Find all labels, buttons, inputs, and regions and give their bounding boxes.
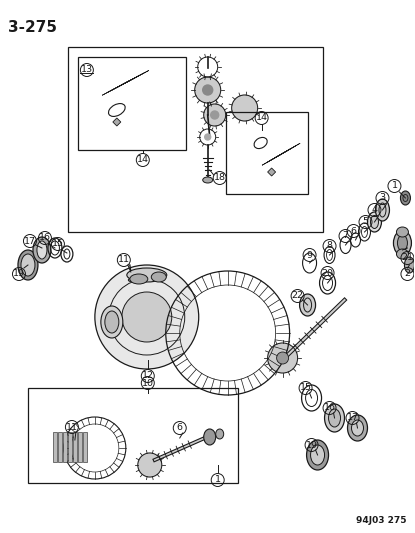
Text: 17: 17	[24, 237, 36, 246]
Text: 11: 11	[118, 255, 130, 264]
Ellipse shape	[310, 445, 325, 465]
Text: 13: 13	[81, 66, 93, 75]
Text: 14: 14	[137, 156, 149, 165]
Circle shape	[211, 111, 219, 119]
Ellipse shape	[398, 235, 408, 251]
Circle shape	[204, 104, 226, 126]
Ellipse shape	[203, 177, 213, 183]
Ellipse shape	[396, 227, 408, 237]
Text: 6: 6	[351, 227, 356, 236]
Text: 14: 14	[256, 114, 268, 123]
Ellipse shape	[101, 306, 123, 338]
Text: 15: 15	[300, 384, 312, 392]
Ellipse shape	[325, 404, 344, 432]
Text: 3-275: 3-275	[8, 20, 57, 35]
Polygon shape	[271, 146, 296, 160]
Polygon shape	[262, 151, 287, 165]
Ellipse shape	[204, 429, 216, 445]
Text: 15: 15	[52, 239, 64, 248]
Polygon shape	[113, 118, 121, 126]
Circle shape	[205, 134, 211, 140]
Ellipse shape	[352, 420, 364, 436]
Ellipse shape	[128, 279, 133, 281]
Text: 12: 12	[142, 372, 154, 381]
Ellipse shape	[105, 311, 119, 333]
Text: 2: 2	[405, 270, 410, 279]
Text: 94J03 275: 94J03 275	[356, 516, 406, 525]
Polygon shape	[102, 80, 129, 95]
Polygon shape	[112, 76, 139, 90]
Text: 21: 21	[401, 254, 413, 262]
Ellipse shape	[33, 237, 51, 263]
Bar	[73, 432, 77, 462]
Text: 18: 18	[214, 174, 226, 182]
Circle shape	[195, 77, 221, 103]
Text: 8: 8	[327, 241, 332, 251]
Ellipse shape	[371, 215, 378, 229]
Bar	[53, 432, 57, 462]
Bar	[78, 432, 82, 462]
Ellipse shape	[393, 230, 411, 255]
Ellipse shape	[18, 250, 38, 280]
Bar	[83, 432, 87, 462]
Ellipse shape	[347, 415, 368, 441]
Polygon shape	[107, 78, 134, 93]
Ellipse shape	[130, 274, 148, 284]
Polygon shape	[117, 73, 144, 87]
Polygon shape	[266, 148, 291, 163]
Ellipse shape	[376, 199, 389, 221]
Ellipse shape	[127, 268, 167, 282]
Circle shape	[232, 95, 258, 121]
Text: 4: 4	[371, 206, 378, 214]
Bar	[28, 388, 238, 483]
Ellipse shape	[329, 409, 341, 427]
Bar	[68, 47, 322, 232]
Circle shape	[268, 343, 298, 373]
Text: 17: 17	[347, 414, 359, 423]
Text: 19: 19	[13, 270, 25, 279]
Ellipse shape	[300, 294, 315, 316]
Ellipse shape	[405, 257, 415, 273]
Text: 20: 20	[322, 269, 334, 278]
Text: 16: 16	[39, 233, 51, 243]
Bar	[58, 432, 62, 462]
Text: 1: 1	[391, 182, 398, 190]
Circle shape	[277, 352, 288, 364]
Ellipse shape	[21, 254, 35, 276]
Text: 10: 10	[142, 378, 154, 387]
Text: 22: 22	[292, 292, 304, 301]
Text: 19: 19	[305, 440, 317, 449]
Polygon shape	[275, 143, 300, 158]
Text: 16: 16	[324, 403, 336, 413]
Text: 5: 5	[362, 217, 369, 227]
Circle shape	[203, 85, 213, 95]
Text: 1: 1	[215, 475, 221, 484]
Polygon shape	[122, 70, 149, 85]
Ellipse shape	[400, 191, 410, 205]
Ellipse shape	[368, 212, 381, 232]
Bar	[78, 57, 186, 150]
Text: 11: 11	[66, 423, 78, 432]
Ellipse shape	[37, 241, 47, 259]
Bar	[68, 432, 72, 462]
Text: 6: 6	[177, 424, 183, 432]
Polygon shape	[268, 168, 276, 176]
Ellipse shape	[396, 249, 408, 259]
Bar	[63, 432, 67, 462]
Text: 9: 9	[307, 251, 312, 260]
Ellipse shape	[307, 440, 329, 470]
Circle shape	[122, 292, 172, 342]
Bar	[226, 112, 308, 194]
Circle shape	[138, 453, 162, 477]
Ellipse shape	[151, 272, 166, 282]
Text: 3: 3	[379, 193, 386, 203]
Ellipse shape	[216, 429, 224, 439]
Circle shape	[95, 265, 199, 369]
Text: 7: 7	[342, 231, 349, 240]
